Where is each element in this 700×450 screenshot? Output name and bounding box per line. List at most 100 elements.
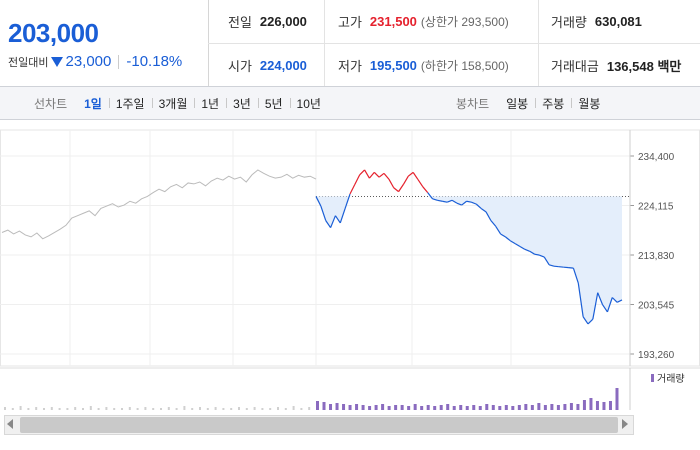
price-line-segment (606, 297, 613, 313)
price-line-segment (442, 200, 448, 203)
volume-bar (214, 407, 217, 410)
stat-open: 시가 224,000 (228, 44, 307, 87)
price-line-segment (471, 201, 477, 205)
volume-bar (269, 408, 272, 410)
price-line-segment (534, 253, 540, 256)
price-line-segment (446, 199, 453, 203)
price-line-segment (334, 215, 341, 224)
volume-bar (550, 404, 554, 410)
volume-bar (19, 406, 22, 410)
price-line-segment (432, 198, 438, 201)
volume-bar (387, 406, 391, 410)
stat-label: 고가 (338, 15, 362, 30)
volume-bar (582, 400, 586, 410)
period-1d[interactable]: 1일 (84, 96, 102, 111)
volume-bar (277, 407, 279, 410)
price-line-segment (577, 282, 584, 317)
price-line-segment (539, 254, 545, 258)
chart-scrollbar[interactable] (0, 410, 700, 450)
volume-bar (335, 403, 339, 410)
stat-value: 224,000 (259, 58, 307, 73)
volume-bar (245, 408, 248, 410)
stat-sub: (상한가 293,500) (420, 15, 509, 29)
price-line-segment (466, 200, 472, 203)
volume-bar (355, 404, 359, 410)
volume-bar (222, 408, 225, 410)
line-chart-periods: 선차트 1일 1주일 3개월 1년 3년 5년 10년 (34, 87, 328, 119)
scroll-right-icon[interactable] (622, 419, 628, 429)
volume-bar (191, 408, 194, 410)
period-10y[interactable]: 10년 (289, 95, 328, 112)
volume-bar (113, 408, 116, 410)
previous-day-line (1, 169, 317, 240)
period-5y[interactable]: 5년 (257, 95, 290, 112)
volume-bar (485, 404, 489, 410)
price-line-segment (437, 199, 443, 202)
period-1w[interactable]: 1주일 (108, 95, 152, 112)
volume-bar (361, 405, 365, 410)
volume-bar (74, 407, 77, 410)
price-line-segment (315, 196, 322, 207)
volume-bar (322, 402, 326, 410)
price-line-segment (407, 171, 414, 177)
change-row: 전일대비 23,000 -10.18% (8, 53, 182, 70)
price-summary: 203,000 전일대비 23,000 -10.18% (0, 0, 208, 86)
volume-bar (595, 401, 599, 410)
period-3m[interactable]: 3개월 (151, 95, 195, 112)
volume-bar (105, 407, 108, 410)
volume-bar (144, 407, 147, 410)
stat-value: 231,500 (369, 14, 417, 29)
scroll-left-icon[interactable] (7, 419, 13, 429)
stat-value: 136,548 백만 (606, 59, 682, 74)
y-tick-label: 203,545 (638, 301, 675, 312)
volume-bar (433, 406, 437, 410)
price-line-segment (320, 205, 327, 221)
volume-bar (261, 408, 264, 410)
price-line-segment (611, 297, 618, 303)
volume-bar (316, 401, 319, 410)
stat-label: 전일 (228, 15, 252, 30)
price-line-segment (344, 193, 351, 209)
candle-chart-label: 봉차트 (456, 96, 490, 111)
price-line-segment (412, 172, 419, 180)
divider (118, 54, 120, 69)
stat-trade-value: 거래대금 136,548 백만 (551, 44, 681, 87)
y-tick-label: 224,115 (638, 202, 674, 213)
volume-bar (478, 406, 482, 410)
price-line-segment (427, 192, 434, 200)
volume-bar (58, 408, 61, 410)
candle-weekly[interactable]: 주봉 (535, 95, 571, 112)
candle-daily[interactable]: 일봉 (506, 96, 529, 111)
volume-bar (230, 408, 233, 410)
volume-bar (394, 405, 398, 410)
stat-label: 거래량 (551, 15, 587, 30)
volume-bar (284, 408, 287, 410)
volume-bar (4, 407, 6, 410)
price-line-segment (378, 172, 385, 178)
stat-prev-close: 전일 226,000 (228, 0, 307, 43)
period-3y[interactable]: 3년 (226, 95, 258, 112)
volume-bar (439, 405, 443, 410)
volume-bar (152, 408, 155, 410)
down-arrow-icon (51, 56, 64, 67)
volume-bar (543, 405, 547, 410)
volume-bar (459, 405, 463, 410)
price-chart[interactable]: 234,400 224,115 213,830 203,545 193,260 거래량 (0, 120, 700, 410)
scroll-thumb[interactable] (20, 417, 618, 433)
volume-bar (50, 407, 53, 410)
price-line-segment (383, 172, 390, 180)
price-line-segment (582, 316, 589, 325)
volume-bar (238, 407, 240, 410)
candle-monthly[interactable]: 월봉 (571, 95, 607, 112)
change-label: 전일대비 (8, 56, 49, 69)
price-line-segment (485, 211, 492, 221)
price-line-segment (388, 178, 395, 189)
period-1y[interactable]: 1년 (194, 95, 226, 112)
volume-bar (136, 408, 139, 410)
volume-bar (524, 404, 528, 410)
volume-bar (308, 407, 311, 410)
volume-bar (537, 403, 541, 410)
price-line-segment (509, 240, 516, 245)
volume-bar (121, 408, 123, 410)
